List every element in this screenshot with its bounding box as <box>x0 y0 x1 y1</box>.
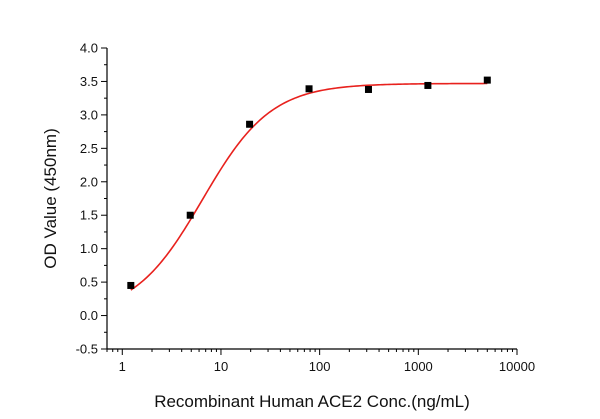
fit-curve <box>130 82 488 291</box>
data-point <box>483 76 491 84</box>
x-tick-label: 10 <box>214 359 228 374</box>
data-point <box>127 281 135 289</box>
data-point <box>305 85 313 93</box>
y-tick-label: 1.0 <box>80 241 98 256</box>
y-tick-label: 3.5 <box>80 74 98 89</box>
x-tick-label: 1000 <box>404 359 433 374</box>
y-tick-label: 4.0 <box>80 41 98 56</box>
x-tick-label: 10000 <box>499 359 535 374</box>
x-tick-label: 1 <box>119 359 126 374</box>
x-axis-ticks: 1 10 100 1000 10000 <box>106 349 535 374</box>
y-axis-title: OD Value (450nm) <box>41 128 60 268</box>
data-point <box>364 85 372 93</box>
y-tick-label: -0.5 <box>76 342 98 357</box>
y-axis-ticks: -0.5 0.0 0.5 1.0 1.5 2.0 2.5 3.0 3.5 4.0 <box>76 41 107 357</box>
y-tick-label: 0.5 <box>80 275 98 290</box>
y-tick-label: 2.0 <box>80 174 98 189</box>
data-point <box>424 81 432 89</box>
y-tick-label: 2.5 <box>80 141 98 156</box>
data-point <box>186 211 194 219</box>
data-point <box>246 120 254 128</box>
y-tick-label: 1.5 <box>80 208 98 223</box>
data-points <box>127 76 491 289</box>
x-tick-label: 100 <box>309 359 331 374</box>
y-tick-label: 0.0 <box>80 308 98 323</box>
y-tick-label: 3.0 <box>80 107 98 122</box>
x-axis-title: Recombinant Human ACE2 Conc.(ng/mL) <box>154 392 470 411</box>
